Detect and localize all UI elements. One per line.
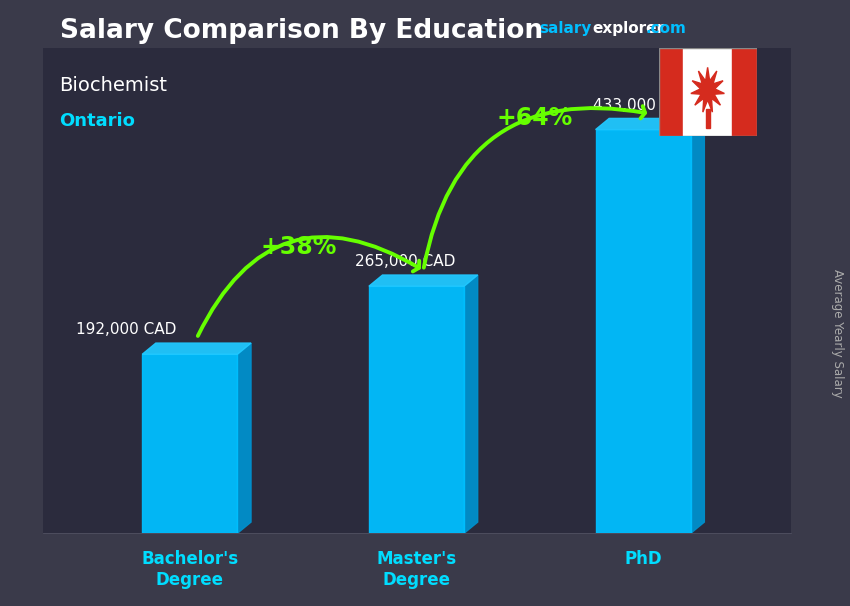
Text: 265,000 CAD: 265,000 CAD — [355, 255, 456, 270]
Polygon shape — [464, 275, 478, 533]
Text: Ontario: Ontario — [60, 112, 135, 130]
Bar — [596, 130, 691, 533]
Bar — [683, 48, 732, 136]
Bar — [732, 48, 756, 136]
Text: salary: salary — [540, 21, 592, 36]
Polygon shape — [237, 343, 251, 533]
Bar — [706, 108, 710, 128]
Text: Biochemist: Biochemist — [60, 76, 167, 95]
Text: Average Yearly Salary: Average Yearly Salary — [830, 269, 844, 398]
Polygon shape — [691, 118, 705, 533]
Bar — [369, 286, 464, 533]
Polygon shape — [596, 118, 705, 130]
Bar — [659, 48, 683, 136]
Polygon shape — [691, 67, 724, 112]
Text: Salary Comparison By Education: Salary Comparison By Education — [60, 18, 542, 44]
Polygon shape — [369, 275, 478, 286]
Polygon shape — [142, 343, 251, 355]
Text: .com: .com — [645, 21, 686, 36]
Text: +64%: +64% — [496, 107, 573, 130]
Text: +38%: +38% — [260, 235, 337, 259]
Text: explorer: explorer — [592, 21, 665, 36]
Text: 192,000 CAD: 192,000 CAD — [76, 322, 177, 338]
Text: 433,000 CAD: 433,000 CAD — [593, 98, 694, 113]
Bar — [142, 355, 237, 533]
